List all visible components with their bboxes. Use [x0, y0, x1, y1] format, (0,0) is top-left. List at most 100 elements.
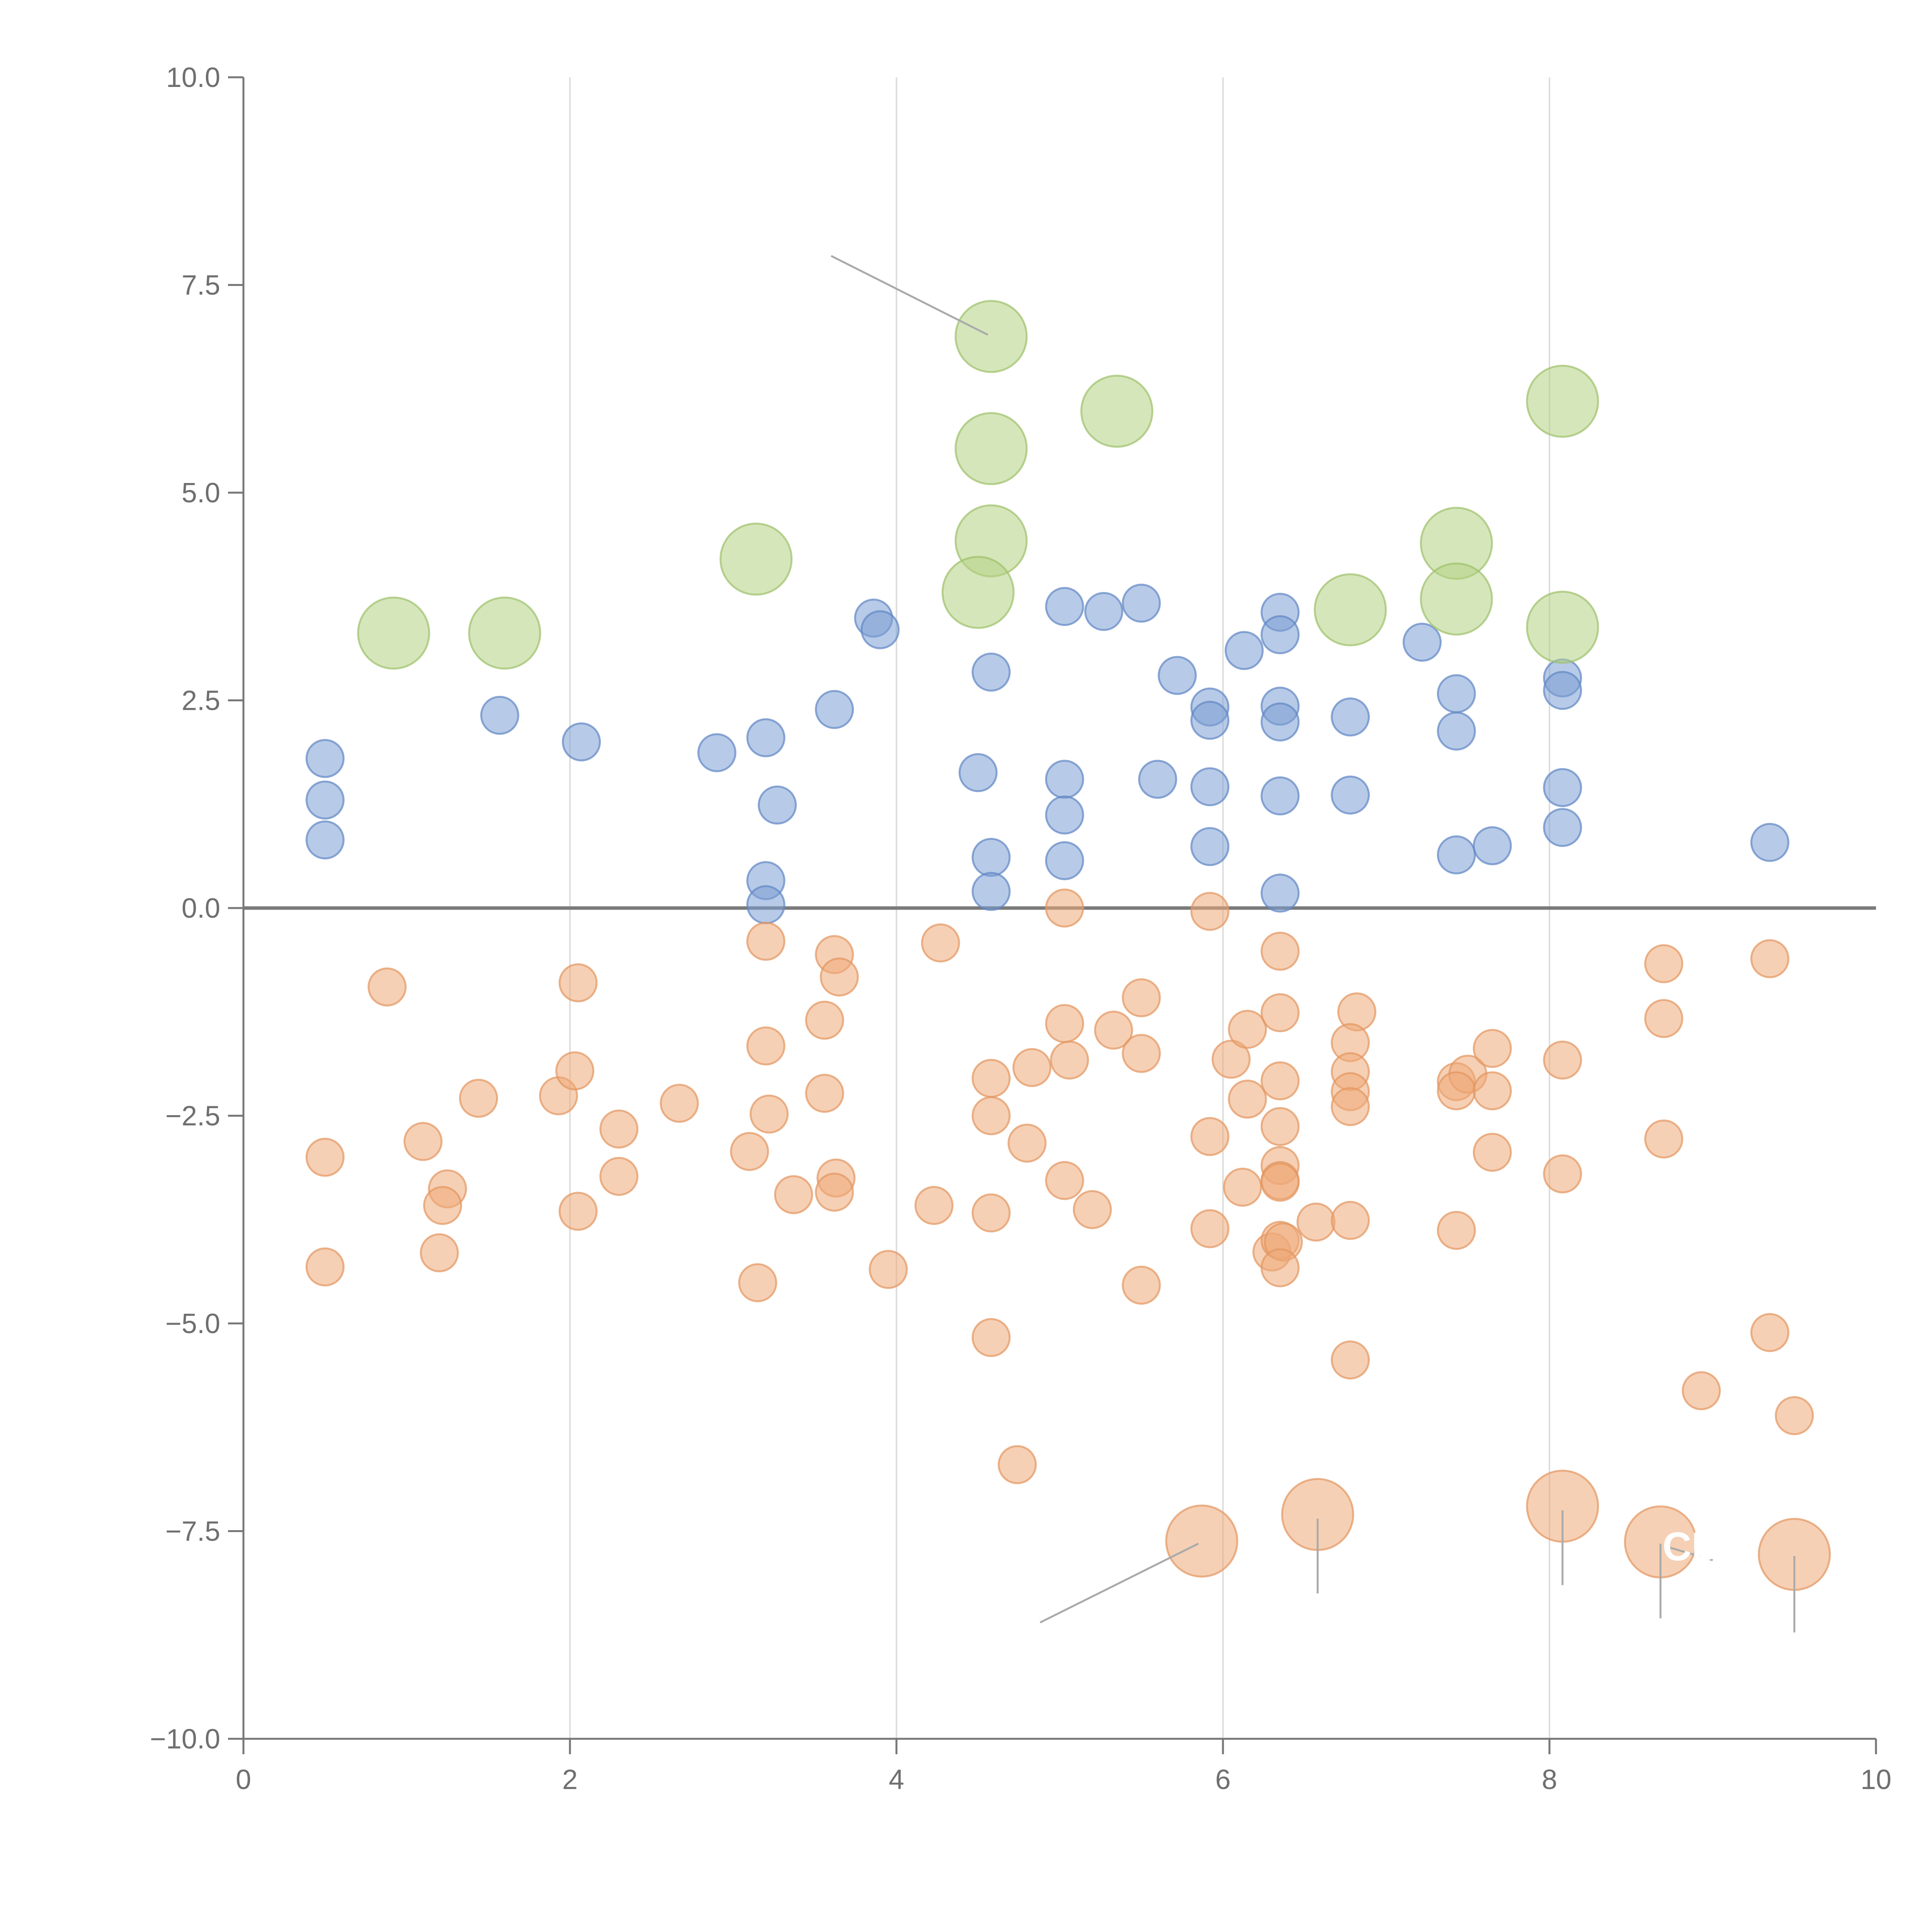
negative-point [746, 1026, 786, 1066]
y-tick-label: 2.5 [182, 685, 220, 716]
negative-point [1045, 1004, 1084, 1043]
positive-point [1402, 622, 1442, 662]
negative-point [1012, 1048, 1052, 1087]
negative-point [774, 1175, 813, 1214]
positive-point [1260, 776, 1300, 816]
negative-point [1260, 993, 1300, 1032]
negative-point [820, 957, 859, 997]
positive-point [1260, 873, 1300, 913]
positive-point [971, 652, 1011, 692]
positive-point [1084, 592, 1124, 631]
negative-point [869, 1250, 908, 1289]
positive-point [1045, 795, 1084, 835]
negative-point [367, 967, 407, 1007]
positive-point [1190, 827, 1230, 866]
highlighted-positive-point [357, 596, 430, 670]
negative-point [1122, 1265, 1161, 1305]
positive-point [1473, 826, 1512, 866]
highlighted-positive-point [1080, 374, 1153, 448]
y-tick-label: −2.5 [165, 1101, 220, 1132]
positive-point [305, 781, 345, 820]
negative-point [423, 1186, 462, 1225]
positive-point [1045, 760, 1084, 799]
positive-point [1437, 835, 1476, 874]
negative-point [1007, 1123, 1047, 1163]
negative-point [459, 1078, 498, 1118]
negative-point [805, 1073, 844, 1113]
negative-point [914, 1186, 954, 1225]
positive-point [1122, 583, 1161, 623]
y-tick-label: −10.0 [150, 1724, 220, 1755]
negative-point [971, 1059, 1011, 1098]
y-tick-label: 0.0 [182, 893, 220, 924]
negative-point [971, 1318, 1011, 1357]
negative-point [1122, 1034, 1161, 1073]
negative-point [558, 1192, 598, 1231]
negative-point [1211, 1039, 1251, 1079]
y-tick-label: 5.0 [182, 478, 220, 509]
negative-point [1045, 1161, 1084, 1200]
negative-point [1750, 939, 1789, 978]
positive-point [1437, 711, 1476, 751]
negative-point [1331, 1087, 1370, 1126]
negative-point [1190, 1117, 1230, 1156]
positive-point [1437, 674, 1476, 713]
y-tick-label: 10.0 [166, 62, 220, 93]
negative-point [730, 1132, 769, 1171]
negative-point [1543, 1154, 1582, 1194]
positive-point [1045, 841, 1084, 880]
x-tick-label: 10 [1861, 1764, 1891, 1795]
negative-point [599, 1156, 639, 1196]
negative-point [746, 922, 786, 961]
negative-point [1473, 1071, 1512, 1111]
positive-point [1543, 768, 1582, 807]
negative-point [805, 1000, 844, 1040]
highlighted-positive-point [1314, 573, 1387, 646]
negative-point [558, 963, 598, 1002]
negative-point [1644, 999, 1684, 1038]
negative-point [921, 923, 960, 963]
negative-point [1050, 1040, 1089, 1080]
negative-point [1543, 1040, 1582, 1080]
y-tick-label: −7.5 [165, 1516, 220, 1547]
negative-point [749, 1094, 789, 1134]
highlighted-positive-point [954, 300, 1028, 373]
positive-point [861, 610, 900, 650]
highlighted-positive-point [468, 596, 541, 670]
positive-point [1260, 615, 1300, 655]
negative-point [1775, 1396, 1814, 1435]
negative-point [738, 1263, 777, 1303]
negative-point [1682, 1371, 1721, 1410]
positive-point [1260, 702, 1300, 742]
highlighted-positive-point [954, 412, 1028, 485]
negative-point [1260, 1107, 1300, 1146]
negative-point [1644, 1119, 1684, 1159]
positive-point [1225, 631, 1264, 670]
negative-point [1190, 892, 1230, 931]
annotation-leader [830, 255, 988, 336]
negative-point [998, 1445, 1037, 1484]
negative-point [1260, 1061, 1300, 1100]
positive-point [1190, 701, 1230, 740]
negative-point [1045, 888, 1084, 928]
positive-point [305, 739, 345, 778]
negative-point [971, 1193, 1011, 1233]
negative-point [420, 1233, 459, 1272]
negative-point [1122, 978, 1161, 1017]
negative-point [305, 1247, 345, 1287]
positive-point [1750, 823, 1789, 862]
positive-point [958, 753, 998, 793]
positive-point [697, 733, 736, 772]
negative-point [1223, 1167, 1262, 1207]
positive-point [1190, 767, 1230, 806]
positive-point [1331, 776, 1370, 815]
negative-point [599, 1109, 639, 1149]
negative-point [660, 1083, 699, 1123]
positive-point [971, 872, 1011, 911]
negative-point [305, 1138, 345, 1177]
negative-point [815, 1172, 854, 1212]
positive-point [480, 696, 519, 735]
annotation-layer: CD [830, 255, 1796, 1633]
